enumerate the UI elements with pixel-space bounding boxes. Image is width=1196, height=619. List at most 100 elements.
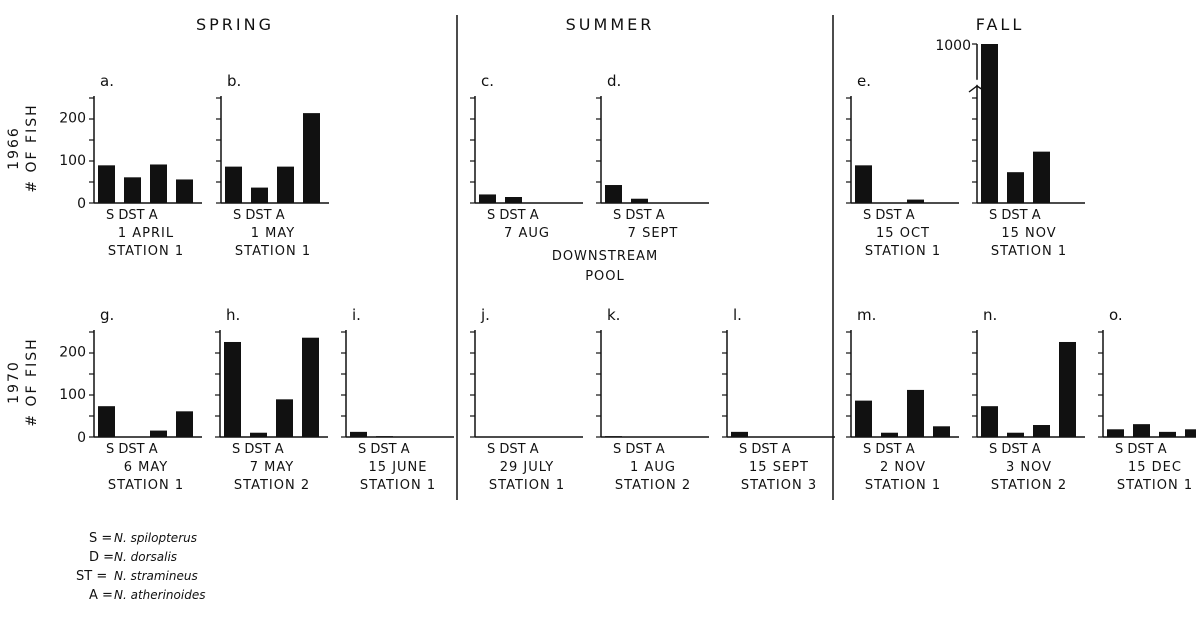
caption-station-e: STATION 1 bbox=[865, 244, 941, 259]
caption-date-n: 3 NOV bbox=[1006, 460, 1052, 475]
legend-code-st: ST = bbox=[76, 569, 107, 584]
category-labels-j: S DST A bbox=[487, 442, 539, 457]
row-year-label: 1966 bbox=[6, 126, 22, 170]
caption-date-a: 1 APRIL bbox=[118, 226, 174, 241]
caption-station-o: STATION 1 bbox=[1117, 478, 1193, 493]
panel-letter-j: j. bbox=[480, 306, 490, 324]
bar-n-a bbox=[1059, 341, 1076, 437]
bar-i-s bbox=[350, 431, 367, 437]
category-labels-n: S DST A bbox=[989, 442, 1041, 457]
bar-k-s bbox=[605, 436, 622, 437]
row-axis-label: # OF FISH bbox=[24, 337, 40, 426]
bar-d-s bbox=[605, 185, 622, 203]
y-tick-label: 100 bbox=[59, 387, 86, 403]
bar-c-d bbox=[505, 197, 522, 203]
bar-e-s bbox=[855, 165, 872, 203]
panel-letter-h: h. bbox=[226, 306, 240, 324]
y-tick-label: 200 bbox=[59, 110, 86, 126]
legend-code-d: D = bbox=[89, 550, 114, 565]
category-labels-e: S DST A bbox=[863, 208, 915, 223]
caption-date-m: 2 NOV bbox=[880, 460, 926, 475]
caption-station-f: STATION 1 bbox=[991, 244, 1067, 259]
bar-b-d bbox=[251, 187, 268, 203]
caption-station-h: STATION 2 bbox=[234, 478, 310, 493]
y-tick-label: 200 bbox=[59, 344, 86, 360]
bar-m-d bbox=[881, 432, 898, 437]
legend-species-d: N. dorsalis bbox=[114, 550, 177, 564]
bar-g-st bbox=[150, 430, 167, 437]
caption-date-g: 6 MAY bbox=[124, 460, 168, 475]
caption-date-d: 7 SEPT bbox=[628, 226, 679, 241]
category-labels-l: S DST A bbox=[739, 442, 791, 457]
bar-a-s bbox=[98, 165, 115, 203]
caption-date-c: 7 AUG bbox=[504, 226, 550, 241]
caption-date-f: 15 NOV bbox=[1001, 226, 1056, 241]
row-axis-label: # OF FISH bbox=[24, 103, 40, 192]
caption-station-k: STATION 2 bbox=[615, 478, 691, 493]
bar-n-d bbox=[1007, 432, 1024, 437]
panel-letter-n: n. bbox=[983, 306, 997, 324]
bar-g-s bbox=[98, 406, 115, 437]
caption-date-o: 15 DEC bbox=[1128, 460, 1182, 475]
caption-date-h: 7 MAY bbox=[250, 460, 294, 475]
bar-n-st bbox=[1033, 425, 1050, 437]
caption-station-g: STATION 1 bbox=[108, 478, 184, 493]
y-tick-label: 0 bbox=[77, 196, 86, 212]
axis-break-label-f: 1000 bbox=[935, 38, 971, 54]
panel-letter-l: l. bbox=[733, 306, 742, 324]
caption-date-k: 1 AUG bbox=[630, 460, 676, 475]
category-labels-d: S DST A bbox=[613, 208, 665, 223]
caption-station-i: STATION 1 bbox=[360, 478, 436, 493]
caption-station-n: STATION 2 bbox=[991, 478, 1067, 493]
caption-date-b: 1 MAY bbox=[251, 226, 295, 241]
panel-letter-o: o. bbox=[1109, 306, 1123, 324]
legend-code-s: S = bbox=[89, 531, 112, 546]
category-labels-a: S DST A bbox=[106, 208, 158, 223]
bar-e-st bbox=[907, 199, 924, 203]
bar-c-s bbox=[479, 194, 496, 203]
bar-b-a bbox=[303, 113, 320, 203]
category-labels-i: S DST A bbox=[358, 442, 410, 457]
panel-letter-m: m. bbox=[857, 306, 876, 324]
bar-h-d bbox=[250, 432, 267, 437]
panel-letter-k: k. bbox=[607, 306, 620, 324]
bar-m-st bbox=[907, 389, 924, 437]
caption-date-e: 15 OCT bbox=[876, 226, 930, 241]
caption-station-pool: POOL bbox=[585, 269, 625, 284]
caption-date-l: 15 SEPT bbox=[749, 460, 809, 475]
bar-a-d bbox=[124, 177, 141, 203]
legend-code-a: A = bbox=[89, 588, 113, 603]
category-labels-f: S DST A bbox=[989, 208, 1041, 223]
panel-letter-g: g. bbox=[100, 306, 114, 324]
category-labels-b: S DST A bbox=[233, 208, 285, 223]
bar-m-a bbox=[933, 426, 950, 437]
bar-o-d bbox=[1133, 424, 1150, 437]
bar-b-s bbox=[225, 166, 242, 203]
caption-station-downstream: DOWNSTREAM bbox=[552, 249, 658, 264]
caption-station-m: STATION 1 bbox=[865, 478, 941, 493]
panel-letter-d: d. bbox=[607, 72, 621, 90]
caption-date-j: 29 JULY bbox=[500, 460, 554, 475]
category-labels-c: S DST A bbox=[487, 208, 539, 223]
bar-h-s bbox=[224, 341, 241, 437]
panel-letter-a: a. bbox=[100, 72, 114, 90]
bar-h-a bbox=[302, 337, 319, 437]
category-labels-m: S DST A bbox=[863, 442, 915, 457]
caption-station-j: STATION 1 bbox=[489, 478, 565, 493]
caption-station-b: STATION 1 bbox=[235, 244, 311, 259]
bar-a-a bbox=[176, 179, 193, 203]
bar-o-s bbox=[1107, 429, 1124, 437]
bar-o-a bbox=[1185, 429, 1196, 437]
legend-species-st: N. stramineus bbox=[114, 569, 198, 583]
category-labels-k: S DST A bbox=[613, 442, 665, 457]
season-header-fall: FALL bbox=[976, 15, 1025, 34]
category-labels-g: S DST A bbox=[106, 442, 158, 457]
y-tick-label: 100 bbox=[59, 153, 86, 169]
row-year-label: 1970 bbox=[6, 360, 22, 404]
legend-species-s: N. spilopterus bbox=[114, 531, 197, 545]
panel-letter-b: b. bbox=[227, 72, 241, 90]
panel-letter-e: e. bbox=[857, 72, 871, 90]
bar-d-d bbox=[631, 198, 648, 203]
